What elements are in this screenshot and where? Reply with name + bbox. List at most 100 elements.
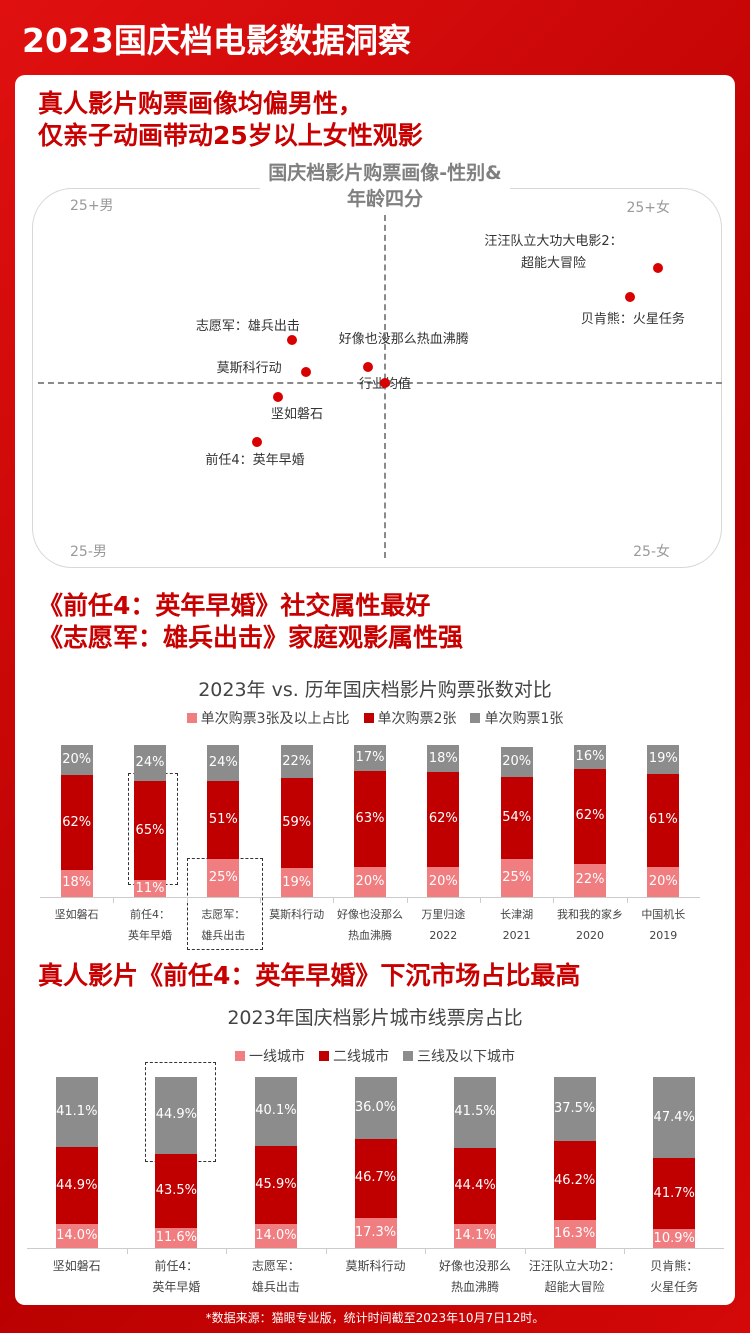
tick	[260, 897, 261, 903]
bar-segment	[553, 1141, 596, 1221]
bar-segment	[647, 866, 680, 897]
bar-segment	[500, 776, 533, 859]
tick	[553, 897, 555, 903]
bar-segment	[500, 859, 533, 897]
x-tick-label: 莫斯科行动	[269, 908, 325, 921]
quadrant-label: 25+男	[70, 198, 114, 214]
value-label: 51%	[208, 812, 238, 828]
point	[252, 437, 263, 448]
value-label: 47.4%	[653, 1109, 695, 1125]
value-label: 62%	[428, 811, 458, 827]
tick	[406, 897, 408, 903]
value-label: 41.1%	[56, 1104, 98, 1120]
bar-segment	[647, 773, 680, 867]
point	[624, 291, 635, 302]
bar-segment	[354, 745, 386, 771]
bar-segment	[574, 745, 606, 770]
bar-segment	[354, 770, 386, 867]
bar-segment	[553, 1077, 596, 1142]
value-label: 14.1%	[454, 1227, 496, 1243]
x-axis	[40, 897, 700, 898]
value-label: 44.9%	[155, 1107, 197, 1123]
chart-title: 国庆档影片购票画像-性别&年龄四分	[260, 160, 510, 212]
value-label: 10.9%	[653, 1230, 695, 1246]
bar-segment	[553, 1220, 596, 1248]
legend-item: 单次购票3张及以上占比	[186, 708, 350, 728]
bar-segment	[653, 1077, 696, 1159]
bar-segment	[155, 1228, 198, 1248]
bar-segment	[207, 781, 240, 859]
legend-swatch	[186, 713, 197, 723]
x-tick-label: 好像也没那么 热血沸腾	[439, 1259, 512, 1294]
chart-title: 2023年国庆档影片城市线票房占比	[227, 1007, 523, 1029]
value-label: 25%	[208, 870, 238, 885]
value-label: 25%	[502, 870, 532, 885]
point	[362, 361, 373, 372]
value-label: 20%	[502, 753, 532, 769]
legend: 一线城市 二线城市 三线及以下城市	[0, 1046, 750, 1066]
value-label: 24%	[208, 755, 238, 771]
legend-swatch	[319, 1051, 329, 1061]
bar-segment	[427, 772, 460, 867]
x-tick-label: 我和我的家乡 2020	[556, 908, 623, 942]
bar-segment	[280, 778, 313, 869]
x-tick-label: 万里归途 2022	[421, 908, 466, 942]
footer: *数据来源：猫眼专业版，统计时间截至2023年10月7日12时。	[205, 1311, 545, 1325]
bar-segment	[60, 745, 93, 776]
x-tick-label: 志愿军： 雄兵出击	[251, 1259, 300, 1294]
bar-segment	[254, 1077, 297, 1146]
x-tick-label: 莫斯科行动	[345, 1259, 406, 1273]
value-label: 22%	[282, 753, 312, 769]
bar-segment	[134, 781, 166, 881]
bar-segment	[653, 1158, 696, 1230]
value-label: 18%	[428, 750, 458, 766]
value-label: 20%	[648, 873, 678, 889]
point-label: 坚如磐石	[271, 407, 324, 423]
value-label: 36.0%	[354, 1099, 397, 1115]
value-label: 14.0%	[255, 1228, 297, 1244]
point-label: 贝肯熊：火星任务	[580, 311, 685, 327]
headline: 真人影片《前任4：英年早婚》下沉市场占比最高	[38, 961, 581, 990]
value-label: 24%	[135, 755, 165, 771]
value-label: 20%	[428, 873, 458, 889]
x-tick-label: 坚如磐石	[54, 908, 99, 921]
legend-label: 单次购票3张及以上占比	[200, 711, 350, 727]
tick	[126, 1248, 128, 1254]
tick	[113, 897, 115, 903]
x-axis	[27, 1248, 724, 1249]
bar-segment	[254, 1145, 297, 1225]
x-tick-label: 志愿军： 雄兵出击	[201, 908, 246, 942]
x-tick-label: 好像也没那么 热血沸腾	[336, 908, 403, 942]
value-label: 17%	[355, 749, 385, 765]
x-tick-label: 前任4： 英年早婚	[152, 1259, 201, 1294]
bar-segment	[574, 769, 606, 864]
legend: 单次购票3张及以上占比 单次购票2张 单次购票1张	[0, 708, 750, 728]
point-label: 志愿军：雄兵出击	[195, 318, 300, 334]
bar-segment	[280, 868, 313, 897]
bar-segment	[134, 745, 166, 782]
legend-label: 单次购票1张	[484, 711, 564, 727]
headline: 真人影片购票画像均偏男性，	[38, 89, 364, 118]
x-tick-label: 贝肯熊： 火星任务	[650, 1259, 699, 1294]
bar-segment	[500, 746, 533, 777]
bar-segment	[60, 775, 93, 870]
tick	[626, 897, 628, 903]
legend-label: 二线城市	[333, 1049, 389, 1065]
bar-segment	[653, 1229, 696, 1248]
tick	[333, 897, 335, 903]
x-tick-label: 前任4： 英年早婚	[127, 908, 172, 942]
bar-segment	[354, 1218, 397, 1248]
value-label: 59%	[282, 815, 312, 831]
legend-item: 单次购票1张	[470, 708, 563, 728]
bar-segment	[354, 866, 386, 897]
value-label: 61%	[648, 812, 678, 828]
bar-segment	[55, 1077, 98, 1148]
tick	[425, 1248, 427, 1254]
quadrant-label: 25-男	[70, 544, 107, 560]
legend-label: 三线及以下城市	[417, 1049, 515, 1065]
value-label: 44.4%	[454, 1177, 496, 1193]
value-label: 16.3%	[553, 1226, 596, 1242]
legend-item: 单次购票2张	[363, 708, 456, 728]
value-label: 41.7%	[653, 1185, 695, 1201]
value-label: 46.2%	[553, 1172, 596, 1188]
